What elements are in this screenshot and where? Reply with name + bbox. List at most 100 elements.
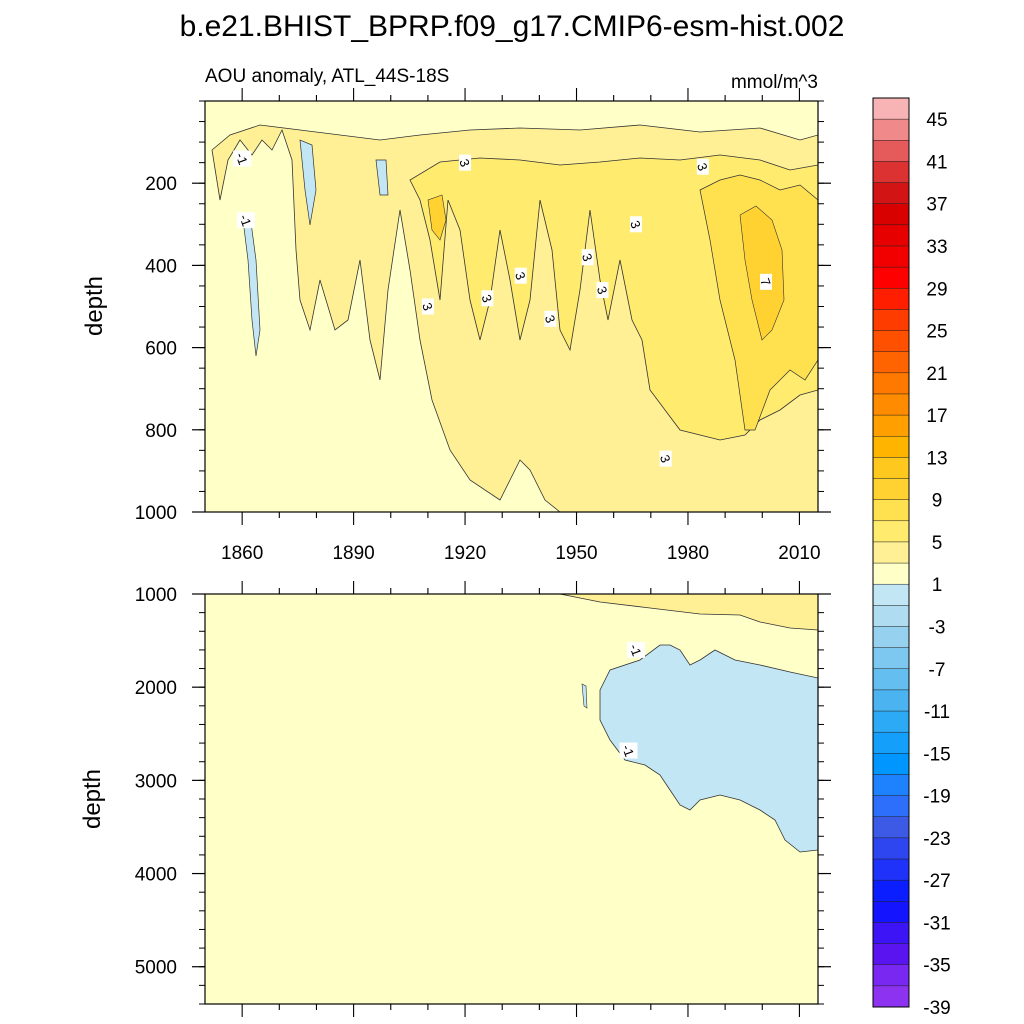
colorbar-swatch [872,393,910,416]
contour-label-box [544,310,557,327]
colorbar-swatch [872,97,910,120]
contour-label: 3 [456,157,473,169]
colorbar-swatch [872,668,910,691]
upper-axes: 200 400 600 800 1000 1860 1890 1920 1950 1980 2010 [135,88,831,564]
contour-label-box [626,641,645,658]
contour-label: 3 [479,292,496,304]
y-tick-label: 5000 [135,958,177,979]
colorbar-label: -23 [923,829,950,850]
colorbar-swatch [872,943,910,966]
upper-y-axis-label: depth [81,276,108,336]
colorbar-swatch [872,182,910,205]
y-tick-label: 3000 [135,771,177,792]
colorbar-swatch [872,372,910,395]
colorbar-label: 33 [926,237,947,258]
colorbar-swatch [872,731,910,754]
x-tick-label: 1920 [444,543,486,564]
upper-contour-level-4b [427,194,447,241]
colorbar-label: -3 [929,617,946,638]
colorbar-label: -35 [923,956,950,977]
colorbar-swatch [872,689,910,712]
y-tick-label: 2000 [135,678,177,699]
colorbar: 45 41 37 33 29 25 21 17 13 9 5 1 -3 -7 -11 -15 -19 -23 -27… [872,97,951,1019]
contour-label: 7 [757,276,774,288]
colorbar-swatch [872,435,910,458]
colorbar-swatch [872,520,910,543]
contour-label-box [236,212,255,229]
lower-negative-region [599,644,818,853]
y-tick-label: 400 [145,256,177,277]
colorbar-swatch [872,710,910,733]
colorbar-swatch [872,583,910,606]
y-tick-label: 4000 [135,865,177,886]
colorbar-label: -39 [923,998,950,1019]
contour-label: 3 [657,453,674,465]
colorbar-label: 17 [926,406,947,427]
x-tick-label: 1890 [332,543,374,564]
contour-label-box [619,742,638,759]
colorbar-label: 13 [926,448,947,469]
colorbar-swatch [872,837,910,860]
colorbar-swatch [872,140,910,162]
colorbar-swatch [872,562,910,585]
colorbar-swatch [872,795,910,818]
x-tick-label: 1860 [221,543,263,564]
y-tick-label: 800 [145,421,177,442]
contour-label-box [421,298,434,315]
colorbar-swatch [872,224,910,247]
colorbar-swatch [872,266,910,289]
colorbar-swatch [872,245,910,268]
colorbar-swatch [872,541,910,564]
contour-label-box [659,450,672,467]
upper-negative-patch-3 [375,159,389,196]
colorbar-label: -27 [923,871,950,892]
colorbar-swatch [872,351,910,374]
colorbar-label: -15 [923,744,950,765]
colorbar-frame [872,97,910,1008]
colorbar-label: 9 [932,491,943,512]
colorbar-swatch [872,203,910,226]
contour-label: -1 [233,151,251,167]
colorbar-label: 41 [926,152,947,173]
y-tick-label: 1000 [135,585,177,606]
contour-label: -1 [626,642,644,658]
contour-label-box [629,216,642,233]
contour-label-box [233,150,252,167]
contour-label: 3 [542,313,559,325]
colorbar-swatch [872,499,910,522]
colorbar-swatch [872,626,910,649]
colorbar-swatch [872,753,910,775]
x-tick-label: 1950 [555,543,597,564]
panel-units-label: mmol/m^3 [731,72,818,93]
contour-label-box [696,158,709,175]
contour-label: 3 [512,270,529,282]
colorbar-swatch [872,330,910,353]
colorbar-swatch [872,457,910,479]
contour-label: 3 [579,251,596,263]
colorbar-swatch [872,985,910,1008]
colorbar-swatch [872,478,910,501]
contour-label-box [459,154,472,171]
colorbar-swatch [872,816,910,839]
contour-label: 3 [419,301,436,313]
figure-title: b.e21.BHIST_BPRP.f09_g17.CMIP6-esm-hist.… [180,10,845,43]
colorbar-label: -11 [924,702,950,723]
y-tick-label: 1000 [135,503,177,524]
y-tick-label: 200 [145,174,177,195]
upper-contour-labels: -1 -1 3 3 3 3 3 3 3 3 3 7 3 [233,150,774,467]
colorbar-label: 1 [932,575,943,596]
colorbar-label: 37 [926,195,947,216]
colorbar-swatch [872,118,910,141]
colorbar-label: 45 [926,110,947,131]
contour-label: -1 [236,212,254,228]
upper-panel: 200 400 600 800 1000 1860 1890 1920 1950 1980 2010… [135,88,831,564]
colorbar-label: -7 [929,660,946,681]
lower-y-axis-label: depth [79,769,106,829]
colorbar-swatch [872,309,910,331]
y-tick-label: 600 [145,339,177,360]
lower-panel-fill [205,594,818,1004]
colorbar-swatch [872,161,910,184]
lower-axes: 1000 2000 3000 4000 5000 [135,581,831,1017]
contour-label-box [514,267,527,284]
